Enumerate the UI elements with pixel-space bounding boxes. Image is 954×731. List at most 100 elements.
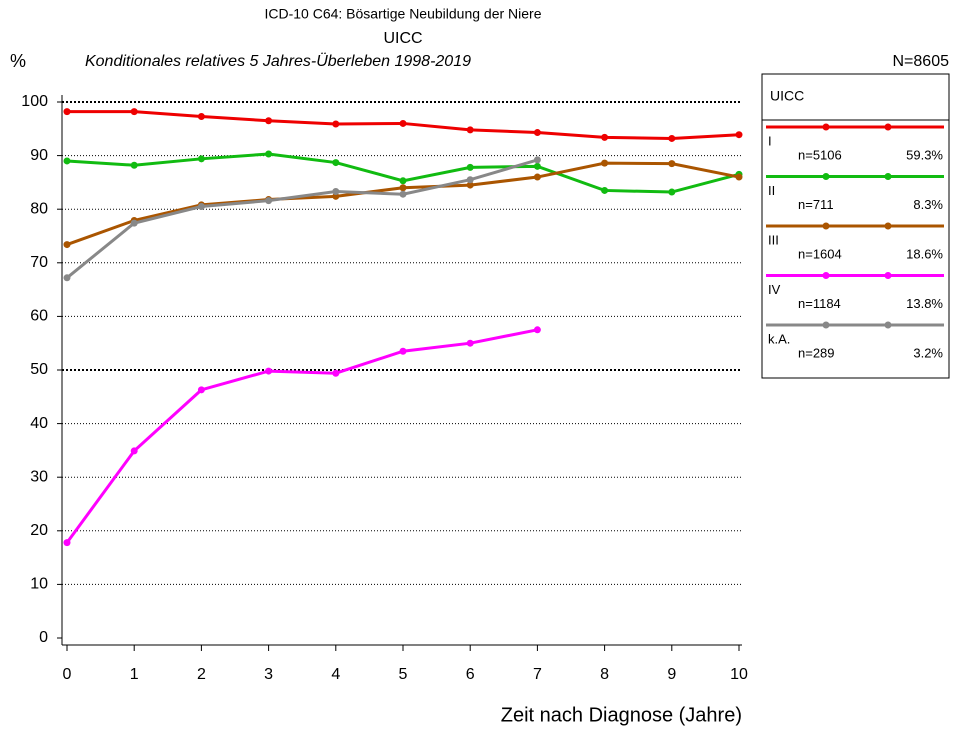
data-point [668,160,676,168]
legend-marker [822,272,830,279]
legend-count: n=1184 [798,296,841,311]
data-point [466,339,474,347]
chart-subtitle: UICC [383,30,422,47]
legend-marker [884,222,892,230]
y-tick-label: 90 [30,147,48,164]
legend-count: n=289 [798,345,835,360]
data-point [197,386,205,394]
x-axis-label: Zeit nach Diagnose (Jahre) [501,704,742,726]
data-point [668,134,676,142]
legend-marker [822,123,830,131]
data-point [466,181,474,189]
data-point [533,156,541,164]
data-point [265,197,273,205]
y-tick-label: 50 [30,361,48,378]
legend-marker [884,123,892,131]
data-point [332,120,340,128]
data-point [735,173,743,181]
y-tick-label: 100 [21,93,48,110]
data-point [735,131,743,139]
legend-label: k.A. [768,331,790,346]
data-point [399,184,407,192]
data-point [399,190,407,198]
x-tick-label: 0 [63,666,72,683]
legend-share: 3.2% [913,345,943,360]
legend-label: III [768,232,779,247]
data-point [466,163,474,171]
data-point [601,186,609,194]
chart-title: ICD-10 C64: Bösartige Neubildung der Nie… [264,6,541,22]
data-point [63,274,71,282]
x-tick-label: 9 [667,666,676,683]
data-point [63,241,71,249]
data-point [533,162,541,170]
legend-share: 8.3% [913,197,943,212]
data-point [533,326,541,334]
legend-marker [884,173,892,180]
legend-marker [822,222,830,230]
data-point [63,157,71,165]
data-point [265,150,273,158]
x-tick-label: 5 [399,666,408,683]
x-tick-label: 2 [197,666,206,683]
data-point [130,219,138,227]
data-point [399,119,407,127]
total-label: N=8605 [893,53,950,70]
y-tick-label: 30 [30,468,48,485]
data-point [63,108,71,116]
y-tick-label: 60 [30,308,48,325]
y-tick-label: 10 [30,576,48,593]
legend-label: I [768,133,772,148]
legend-count: n=711 [798,197,834,212]
series-line [66,158,538,279]
legend-count: n=1604 [798,246,842,261]
y-tick-label: 40 [30,415,48,432]
data-point [197,203,205,211]
data-point [601,159,609,167]
data-point [197,155,205,163]
data-point [332,369,340,377]
x-tick-label: 8 [600,666,609,683]
y-tick-label: 70 [30,254,48,271]
data-point [533,129,541,137]
series-line [66,161,740,246]
legend-share: 13.8% [906,296,943,311]
y-tick-label: 20 [30,522,48,539]
legend-count: n=5106 [798,147,842,162]
y-axis-label: % [10,51,26,71]
legend-marker [822,173,830,180]
data-point [466,126,474,134]
data-point [332,188,340,196]
data-point [399,177,407,185]
x-tick-label: 6 [466,666,475,683]
data-point [130,108,138,116]
data-point [466,176,474,184]
data-point [668,188,676,196]
x-tick-label: 3 [264,666,273,683]
legend-share: 18.6% [906,246,943,261]
legend-marker [822,321,830,329]
data-point [332,159,340,167]
y-tick-label: 80 [30,200,48,217]
data-point [197,112,205,120]
x-tick-label: 7 [533,666,542,683]
data-point [265,367,273,375]
data-point [130,447,138,455]
x-tick-label: 10 [730,666,748,683]
series-line [65,328,538,544]
data-point [63,539,71,547]
legend-marker [884,321,892,329]
legend-marker [884,272,892,279]
data-point [265,117,273,125]
data-point [533,173,541,181]
data-point [601,133,609,141]
legend-label: II [768,183,775,198]
data-point [399,347,407,355]
chart-subtitle: Konditionales relatives 5 Jahres-Überleb… [85,52,471,70]
legend-title: UICC [770,88,804,104]
y-tick-label: 0 [39,629,48,646]
data-point [130,161,138,169]
x-tick-label: 4 [331,666,340,683]
legend-share: 59.3% [906,147,943,162]
